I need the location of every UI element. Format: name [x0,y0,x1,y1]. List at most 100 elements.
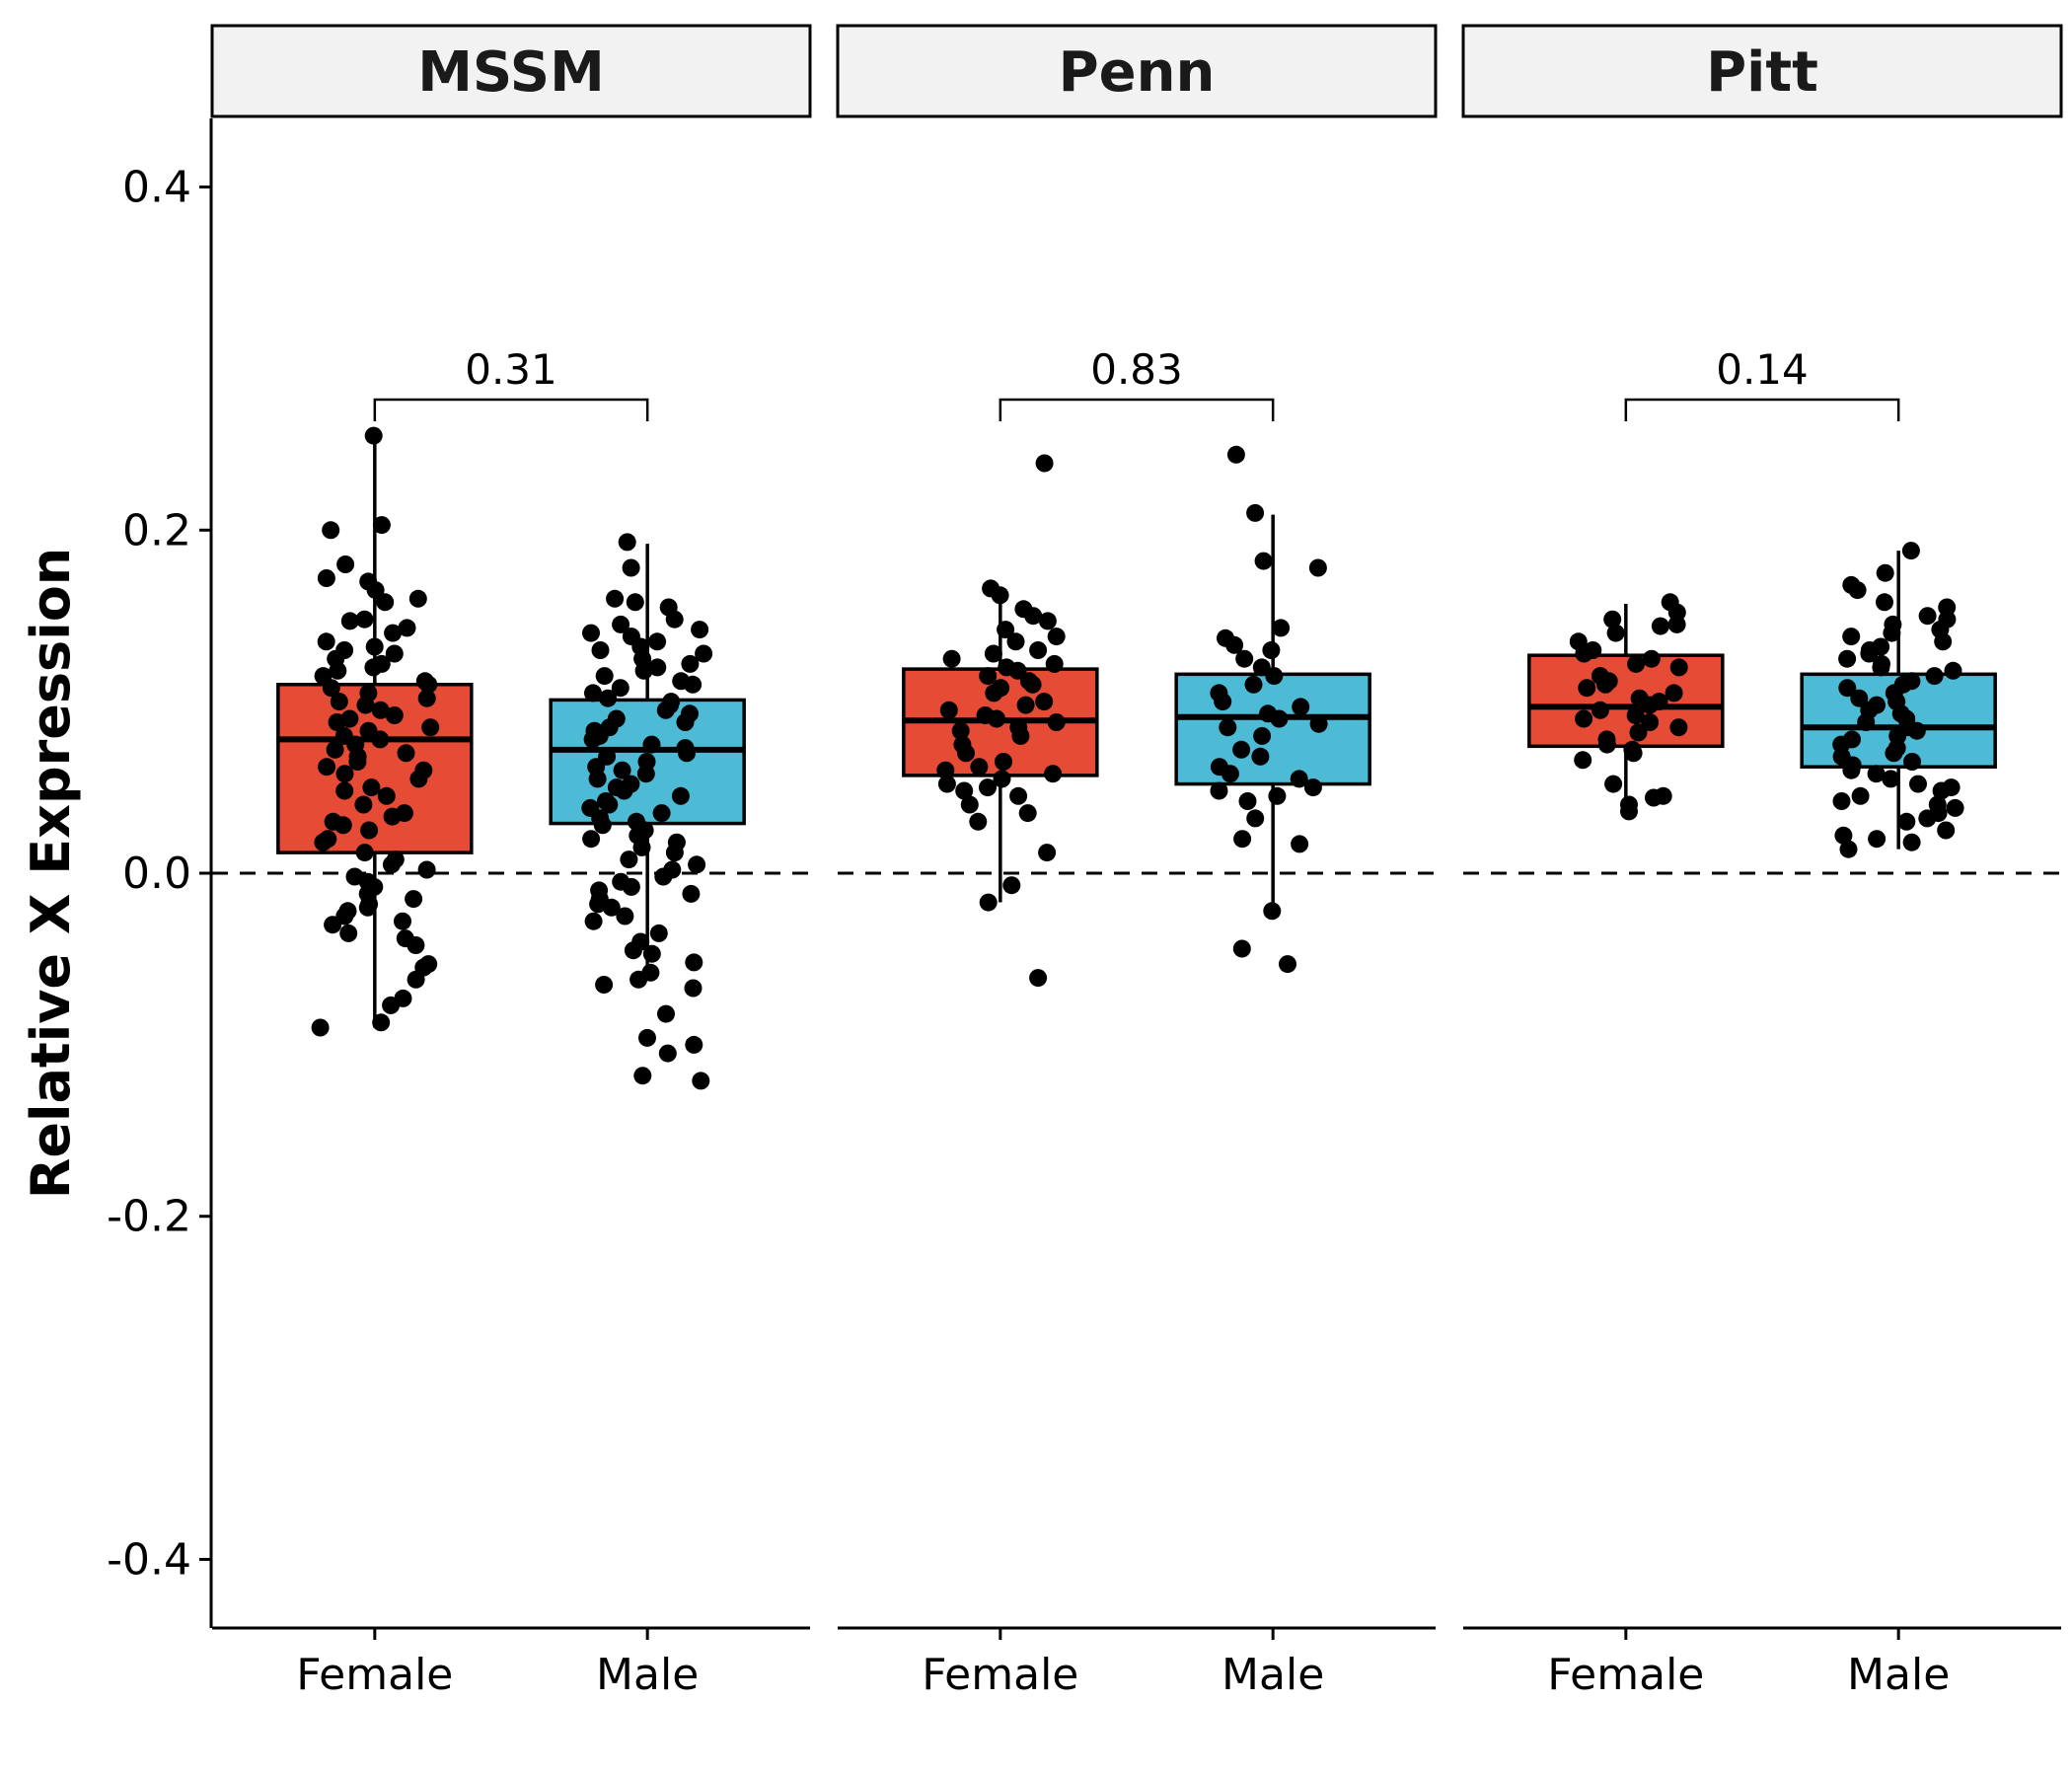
data-point [1903,753,1921,771]
data-point [1254,552,1273,570]
data-point [582,830,601,849]
data-point [328,713,346,731]
data-point [1009,786,1028,805]
significance-bracket [373,398,649,421]
data-point [1023,675,1042,694]
data-point [1246,809,1265,828]
data-point [330,693,348,711]
data-point [615,781,633,800]
data-point [1932,781,1951,800]
facet-panels: MSSM Female Male 0.31 Penn Female Male 0.83 Pitt… [210,24,2063,1700]
data-point [356,696,375,714]
data-point [408,589,427,608]
data-point [371,730,390,749]
data-point [652,804,671,823]
data-point [1290,770,1308,788]
data-point [1606,624,1625,642]
data-point [417,860,436,879]
data-point [364,426,383,445]
strip-header [836,24,1438,118]
strip-header [210,24,812,118]
data-point [1232,939,1251,958]
data-point [1944,661,1962,680]
data-point [979,893,998,912]
data-point [595,667,614,686]
data-point [658,1044,677,1063]
data-point [385,706,404,724]
data-point [1934,632,1953,651]
data-point [1872,658,1890,677]
data-point [317,632,335,651]
data-point [1629,723,1648,742]
p-value-label: 0.83 [1090,345,1183,394]
data-point [997,621,1015,639]
data-point [642,944,661,963]
data-point [1876,593,1893,612]
data-point [1035,693,1054,711]
data-point [1575,709,1593,728]
data-point [1225,635,1244,654]
data-point [624,941,642,960]
data-point [394,912,411,930]
panel-pitt: Pitt Female Male 0.14 [1461,24,2063,1700]
strip-label: Pitt [1706,40,1818,105]
data-point [335,765,354,783]
data-point [362,778,381,797]
data-point [984,644,1002,663]
data-point [407,970,425,989]
data-point [937,775,956,793]
data-point [1578,679,1596,698]
data-point [1016,696,1035,714]
data-point [1038,844,1057,862]
data-point [1867,765,1886,783]
data-point [682,884,701,903]
data-point [1665,684,1683,703]
data-point [1897,812,1916,831]
y-tick-label: -0.2 [107,1192,191,1242]
data-point [1907,721,1926,740]
data-point [326,740,344,759]
strip-label: Penn [1059,40,1216,105]
data-point [1045,654,1064,673]
p-value-label: 0.31 [465,345,557,394]
data-point [684,675,703,694]
data-point [688,855,706,874]
data-point [372,1013,391,1032]
box-female [1527,593,1725,821]
data-point [1918,809,1937,828]
data-point [366,581,385,600]
data-point [365,637,384,656]
data-point [1263,902,1282,921]
data-point [1232,740,1251,759]
data-point [355,844,374,862]
data-point [1857,713,1876,731]
x-tick-label: Male [596,1650,699,1700]
box-male [1174,445,1371,974]
significance-bracket [1624,398,1900,421]
data-point [648,658,667,677]
data-point [602,898,621,917]
strip-label: MSSM [417,40,605,105]
data-point [622,877,640,896]
data-point [1603,610,1622,629]
y-tick-label: -0.4 [107,1534,191,1585]
data-point [955,781,974,800]
data-point [612,615,630,633]
data-point [1303,778,1322,797]
data-point [1038,612,1057,630]
data-point [595,976,614,994]
data-point [1251,747,1270,766]
data-point [1244,675,1263,694]
panel-penn: Penn Female Male 0.83 [836,24,1438,1700]
y-axis-title: Relative X Expression [20,548,82,1200]
data-point [1596,675,1615,694]
data-point [385,644,404,663]
data-point [1279,955,1296,974]
data-point [649,924,668,942]
data-point [583,730,602,749]
data-point [685,1035,703,1054]
y-axis: -0.4 -0.2 0.0 0.2 0.4 [107,118,213,1628]
data-point [633,1067,652,1085]
data-point [355,610,374,629]
data-point [1265,667,1284,686]
